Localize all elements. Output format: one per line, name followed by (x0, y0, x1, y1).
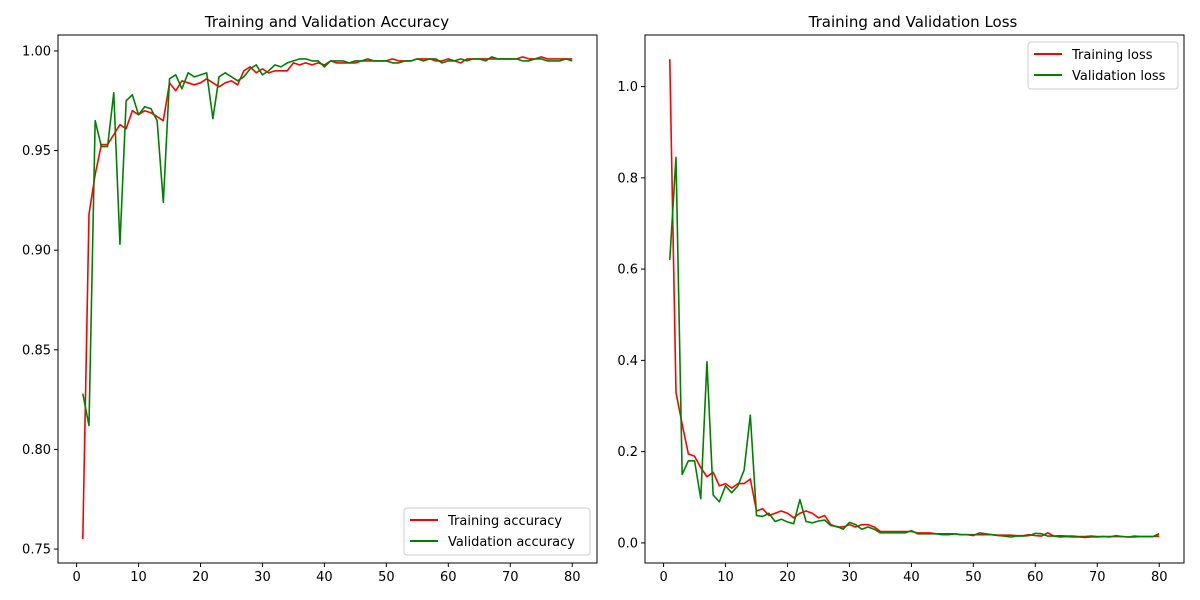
loss-x-tick-label: 60 (1027, 570, 1044, 585)
accuracy-y-tick-label: 0.80 (22, 443, 51, 458)
accuracy-y-axis: 0.75 0.80 0.85 0.90 0.95 1.00 (22, 44, 58, 558)
loss-legend-box (1027, 41, 1179, 90)
legend-label-validation-accuracy: Validation accuracy (448, 535, 575, 550)
legend-label-training-loss: Training loss (1071, 48, 1153, 63)
loss-x-tick-label: 20 (779, 570, 796, 585)
accuracy-x-tick-label: 20 (192, 570, 209, 585)
accuracy-y-tick-label: 0.95 (22, 144, 51, 159)
accuracy-chart-title: Training and Validation Accuracy (204, 13, 449, 31)
loss-chart: Training and Validation Loss 0 10 20 30 40 50… (617, 13, 1185, 585)
accuracy-x-tick-label: 60 (440, 570, 457, 585)
accuracy-x-axis: 0 10 20 30 40 50 60 70 80 (72, 563, 580, 585)
loss-y-tick-label: 1.0 (617, 80, 638, 95)
loss-x-tick-label: 30 (841, 570, 858, 585)
accuracy-y-tick-label: 0.90 (22, 244, 51, 259)
accuracy-legend-box (403, 507, 591, 556)
accuracy-x-tick-label: 40 (316, 570, 333, 585)
legend-label-validation-loss: Validation loss (1072, 69, 1166, 84)
loss-y-tick-label: 0.8 (617, 171, 638, 186)
loss-y-axis: 0.0 0.2 0.4 0.6 0.8 1.0 (617, 80, 645, 551)
accuracy-plot-frame (57, 34, 598, 564)
loss-y-tick-label: 0.0 (617, 536, 638, 551)
loss-x-tick-label: 40 (903, 570, 920, 585)
loss-x-tick-label: 50 (965, 570, 982, 585)
loss-plot-frame (644, 34, 1185, 564)
accuracy-x-tick-label: 80 (564, 570, 581, 585)
legend-label-training-accuracy: Training accuracy (447, 514, 562, 529)
accuracy-x-tick-label: 10 (130, 570, 147, 585)
loss-x-axis: 0 10 20 30 40 50 60 70 80 (659, 563, 1167, 585)
loss-y-tick-label: 0.2 (617, 445, 638, 460)
accuracy-y-tick-label: 0.75 (22, 543, 51, 558)
loss-series-layer (668, 59, 1160, 539)
accuracy-x-tick-label: 70 (502, 570, 519, 585)
accuracy-x-tick-label: 0 (72, 570, 80, 585)
series-line-validation-loss (668, 156, 1160, 539)
accuracy-y-tick-label: 0.85 (22, 343, 51, 358)
loss-y-tick-label: 0.4 (617, 354, 638, 369)
loss-x-tick-label: 0 (659, 570, 667, 585)
accuracy-y-tick-label: 1.00 (22, 44, 51, 59)
series-line-validation-accuracy (81, 56, 573, 427)
loss-y-tick-label: 0.6 (617, 263, 638, 278)
accuracy-chart: Training and Validation Accuracy 0 10 20 30… (22, 13, 598, 585)
loss-chart-title: Training and Validation Loss (808, 13, 1018, 31)
loss-x-tick-label: 10 (717, 570, 734, 585)
loss-x-tick-label: 80 (1151, 570, 1168, 585)
loss-legend: Training loss Validation loss (1027, 41, 1179, 90)
accuracy-x-tick-label: 50 (378, 570, 395, 585)
loss-x-tick-label: 70 (1089, 570, 1106, 585)
accuracy-legend: Training accuracy Validation accuracy (403, 507, 591, 556)
accuracy-series-layer (81, 56, 573, 540)
accuracy-x-tick-label: 30 (254, 570, 271, 585)
